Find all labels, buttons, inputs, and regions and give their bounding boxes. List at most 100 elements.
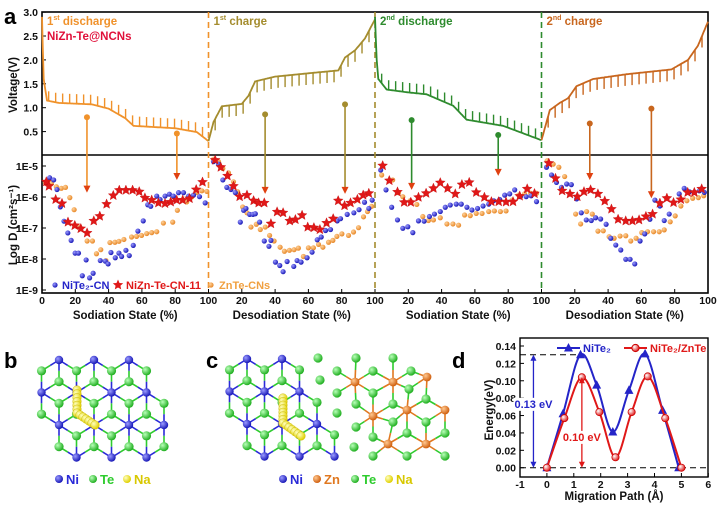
te-atom [259, 365, 270, 375]
zn-atom [421, 439, 431, 449]
te-atom [351, 353, 361, 363]
state-tick-label: 20 [69, 295, 81, 307]
data-point [523, 194, 529, 200]
zn-atom [350, 377, 360, 387]
data-point [305, 245, 311, 251]
y-tick-label: 0.10 [496, 376, 517, 388]
voltage-tick-label: 2.0 [23, 55, 38, 67]
segment-name: discharge [395, 16, 453, 28]
data-point [458, 201, 464, 207]
data-point-circle [627, 408, 636, 417]
legend-label-na: Na [134, 472, 151, 487]
data-point [437, 208, 443, 215]
data-point [286, 247, 293, 253]
te-atom [71, 431, 82, 441]
data-point [339, 231, 345, 237]
data-point [420, 213, 426, 220]
data-point [267, 232, 273, 239]
segment-name: charge [561, 16, 602, 28]
data-point-star [543, 157, 555, 168]
te-atom [54, 377, 64, 387]
state-tick-label: 20 [402, 295, 414, 307]
te-atom [259, 430, 270, 440]
ni-atom [142, 453, 151, 462]
te-atom [224, 365, 235, 375]
legend-label-ni: Ni [290, 472, 303, 487]
te-atom [54, 442, 64, 452]
data-point-star [248, 195, 259, 206]
te-atom [351, 399, 361, 409]
data-point [116, 238, 122, 244]
legend-marker-nite2-znte [631, 343, 640, 353]
data-point [140, 218, 146, 224]
data-point [627, 256, 633, 262]
x-tick-label: 4 [652, 479, 658, 491]
data-point-star [146, 194, 158, 205]
correspondence-arrow [173, 130, 181, 180]
data-point [421, 218, 427, 224]
te-atom [388, 417, 398, 427]
data-point [310, 245, 316, 251]
panel-c-nite2-znte-structure: Ni Zn Te Na [224, 353, 450, 487]
state-axis-title: Desodiation State (%) [233, 310, 351, 322]
data-point [573, 211, 579, 217]
ni-atom [54, 420, 64, 430]
te-atom [313, 353, 323, 363]
legend-te-dot [89, 475, 97, 483]
barrier-arrow-nite2 [530, 354, 537, 468]
data-point [47, 175, 53, 181]
x-tick-label: 5 [678, 479, 684, 491]
logd-axis-title: Log D (cm²s⁻¹) [8, 185, 20, 265]
segment-label: 2nd charge [547, 15, 603, 28]
data-point [486, 208, 492, 215]
data-point-star [470, 186, 482, 197]
ni-atom [330, 452, 339, 461]
state-tick-label: 60 [469, 295, 481, 307]
data-point [497, 208, 503, 215]
state-tick-label: 40 [436, 295, 448, 307]
te-atom [312, 441, 322, 451]
legend-zn-dot [313, 475, 321, 483]
ni-atom [124, 420, 134, 430]
correspondence-arrow [341, 101, 349, 194]
state-tick-label: 80 [669, 295, 681, 307]
arrow-head-icon [494, 168, 502, 176]
series-nite-cn [43, 159, 707, 281]
data-point-star [209, 154, 221, 165]
data-point-star [332, 195, 344, 206]
te-atom [277, 376, 287, 386]
label-bg [560, 430, 603, 444]
data-point-star [197, 176, 208, 187]
data-point-circle [611, 453, 620, 462]
data-point-star [290, 214, 301, 225]
legend-na-dot [123, 475, 131, 483]
state-tick-label: 60 [303, 295, 315, 307]
legend-label-zn: Zn [324, 472, 340, 487]
y-tick-label: 0.14 [496, 341, 517, 353]
state-tick-label: 60 [636, 295, 648, 307]
data-point [243, 205, 249, 212]
state-tick-label: 100 [699, 295, 717, 307]
te-atom [294, 408, 305, 418]
ni-atom [225, 387, 234, 396]
data-point [650, 229, 657, 235]
data-point-star [456, 179, 468, 190]
data-point-star [668, 197, 679, 208]
te-atom [440, 428, 450, 438]
legend-label-te: Te [362, 472, 376, 487]
data-point [322, 227, 329, 234]
state-tick-label: 100 [533, 295, 551, 307]
data-point [160, 220, 166, 226]
ni-atom [37, 388, 46, 397]
data-point-star [599, 195, 611, 206]
data-point [112, 239, 118, 245]
y-tick-label: 0.04 [496, 428, 517, 440]
data-point [369, 197, 375, 203]
te-atom [277, 441, 287, 451]
data-point-star [521, 183, 533, 194]
data-point [248, 224, 254, 230]
data-point [600, 228, 606, 234]
data-point-star [271, 206, 283, 217]
voltage-curve-1 [41, 16, 210, 142]
data-point [291, 247, 297, 253]
